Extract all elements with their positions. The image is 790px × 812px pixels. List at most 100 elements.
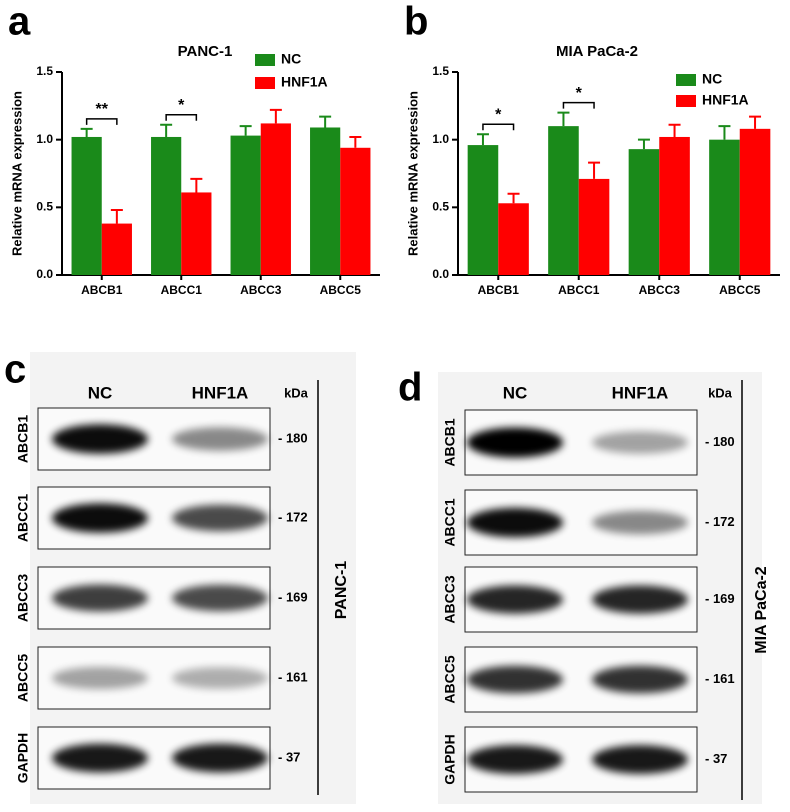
x-tick-label: ABCC1 — [558, 283, 600, 297]
blot-band — [592, 585, 688, 614]
protein-label: ABCC3 — [15, 574, 31, 622]
significance-bracket — [85, 118, 118, 125]
cell-line-label: MIA PaCa-2 — [753, 566, 770, 654]
unit-label: kDa — [284, 385, 309, 400]
blot-band — [592, 431, 688, 454]
y-tick-label: 1.5 — [36, 64, 53, 78]
blot-band — [467, 507, 563, 538]
y-axis-label: Relative mRNA expression — [405, 91, 420, 256]
size-label: - 37 — [705, 751, 727, 766]
protein-label: ABCC1 — [442, 498, 458, 546]
protein-label: ABCC1 — [15, 494, 31, 542]
bar — [578, 178, 610, 275]
significance-bracket — [482, 123, 515, 131]
bar — [151, 136, 182, 275]
blot-band — [467, 665, 563, 694]
y-tick-label: 0.0 — [432, 267, 449, 281]
unit-label: kDa — [708, 385, 733, 400]
error-bar — [239, 125, 252, 136]
error-bar — [749, 115, 762, 129]
size-label: - 161 — [705, 671, 735, 686]
y-tick-label: 1.0 — [36, 132, 53, 146]
blot-band — [52, 743, 148, 773]
significance-label: * — [178, 97, 185, 114]
size-label: - 37 — [278, 749, 300, 764]
bar — [659, 136, 690, 275]
error-bar — [190, 177, 203, 193]
x-tick-label: ABCC3 — [639, 283, 681, 297]
blot-band — [172, 667, 268, 689]
size-label: - 169 — [705, 591, 735, 606]
blot-band — [172, 427, 268, 451]
x-tick-label: ABCC5 — [719, 283, 761, 297]
protein-label: ABCB1 — [442, 418, 458, 466]
protein-label: GAPDH — [15, 733, 31, 784]
significance-label: * — [576, 85, 583, 102]
x-tick-label: ABCC5 — [320, 283, 362, 297]
bar — [498, 203, 529, 275]
legend-swatch — [676, 95, 696, 107]
size-label: - 161 — [278, 669, 308, 684]
blot-band — [172, 584, 268, 612]
bar — [340, 147, 371, 275]
blot-band — [467, 585, 563, 614]
x-tick-label: ABCC1 — [161, 283, 203, 297]
error-bar — [349, 135, 362, 148]
size-label: - 180 — [278, 430, 308, 445]
size-label: - 180 — [705, 434, 735, 449]
bar — [230, 135, 261, 275]
legend-label: HNF1A — [702, 92, 749, 108]
bar — [71, 136, 102, 275]
size-label: - 172 — [278, 509, 308, 524]
size-label: - 172 — [705, 514, 735, 529]
cell-line-label: PANC-1 — [333, 561, 350, 619]
blot-band — [52, 666, 148, 690]
legend-swatch — [676, 74, 696, 86]
blot-band — [592, 745, 688, 774]
protein-label: ABCC5 — [442, 655, 458, 703]
panel-label: b — [404, 0, 428, 44]
error-bar — [80, 127, 93, 137]
panel-label: a — [8, 0, 31, 44]
x-tick-label: ABCC3 — [240, 283, 282, 297]
legend-label: NC — [281, 51, 301, 67]
blot-band — [52, 584, 148, 612]
error-bar — [507, 192, 520, 204]
significance-label: ** — [96, 101, 109, 118]
bar — [260, 123, 291, 275]
panel-label: d — [398, 366, 422, 410]
protein-label: ABCC5 — [15, 654, 31, 702]
y-tick-label: 0.0 — [36, 267, 53, 281]
y-axis-label: Relative mRNA expression — [9, 91, 24, 256]
blot-band — [467, 427, 563, 458]
error-bar — [319, 115, 332, 128]
error-bar — [668, 123, 681, 137]
protein-label: GAPDH — [442, 734, 458, 785]
error-bar — [588, 161, 601, 179]
x-tick-label: ABCB1 — [81, 283, 123, 297]
legend-label: HNF1A — [281, 74, 328, 90]
significance-label: * — [495, 106, 502, 123]
bar — [310, 127, 341, 275]
column-label: NC — [88, 383, 113, 402]
blot-band — [592, 510, 688, 535]
bar — [467, 145, 499, 275]
error-bar — [476, 133, 489, 146]
bar — [739, 128, 771, 275]
chart-title: MIA PaCa-2 — [556, 43, 638, 60]
bar — [181, 192, 212, 275]
error-bar — [269, 108, 282, 124]
error-bar — [557, 111, 570, 127]
protein-label: ABCB1 — [15, 415, 31, 463]
bar — [548, 126, 579, 275]
significance-bracket — [562, 101, 595, 109]
error-bar — [718, 125, 731, 140]
panel-label: c — [4, 348, 26, 392]
blot-band — [592, 665, 688, 694]
y-tick-label: 0.5 — [36, 200, 53, 214]
y-tick-label: 0.5 — [432, 200, 449, 214]
y-tick-label: 1.5 — [432, 64, 449, 78]
legend-swatch — [255, 77, 275, 89]
column-label: HNF1A — [192, 383, 249, 402]
